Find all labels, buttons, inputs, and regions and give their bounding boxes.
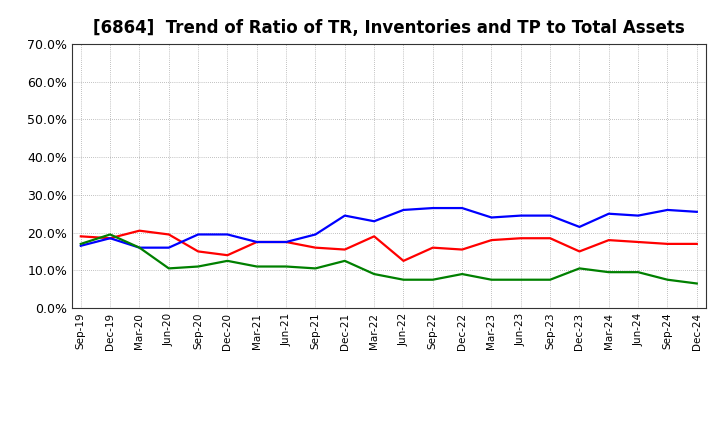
Line: Trade Receivables: Trade Receivables xyxy=(81,231,697,261)
Trade Receivables xyxy=(223,253,232,258)
Trade Payables xyxy=(575,266,584,271)
Trade Payables xyxy=(605,270,613,275)
Trade Payables xyxy=(458,271,467,277)
Inventories xyxy=(663,207,672,213)
Inventories xyxy=(135,245,144,250)
Trade Payables xyxy=(253,264,261,269)
Inventories xyxy=(370,219,379,224)
Trade Payables xyxy=(341,258,349,264)
Trade Payables xyxy=(135,245,144,250)
Inventories xyxy=(341,213,349,218)
Trade Receivables xyxy=(341,247,349,252)
Inventories xyxy=(428,205,437,211)
Trade Receivables xyxy=(605,238,613,243)
Trade Payables xyxy=(487,277,496,282)
Trade Receivables xyxy=(311,245,320,250)
Inventories xyxy=(634,213,642,218)
Trade Receivables xyxy=(575,249,584,254)
Inventories xyxy=(311,232,320,237)
Inventories xyxy=(516,213,525,218)
Trade Receivables xyxy=(458,247,467,252)
Trade Payables xyxy=(106,232,114,237)
Trade Receivables xyxy=(546,235,554,241)
Trade Receivables xyxy=(487,238,496,243)
Line: Trade Payables: Trade Payables xyxy=(81,235,697,283)
Inventories xyxy=(487,215,496,220)
Inventories xyxy=(605,211,613,216)
Trade Receivables xyxy=(253,239,261,245)
Inventories xyxy=(546,213,554,218)
Trade Receivables xyxy=(135,228,144,233)
Trade Receivables xyxy=(370,234,379,239)
Trade Payables xyxy=(164,266,173,271)
Trade Payables xyxy=(311,266,320,271)
Line: Inventories: Inventories xyxy=(81,208,697,248)
Trade Receivables xyxy=(194,249,202,254)
Inventories xyxy=(106,235,114,241)
Inventories xyxy=(575,224,584,230)
Trade Receivables xyxy=(516,235,525,241)
Trade Payables xyxy=(634,270,642,275)
Trade Payables xyxy=(76,241,85,246)
Trade Payables xyxy=(223,258,232,264)
Inventories xyxy=(282,239,290,245)
Trade Receivables xyxy=(164,232,173,237)
Trade Receivables xyxy=(282,239,290,245)
Trade Payables xyxy=(663,277,672,282)
Trade Receivables xyxy=(634,239,642,245)
Trade Payables xyxy=(282,264,290,269)
Inventories xyxy=(693,209,701,214)
Trade Payables xyxy=(516,277,525,282)
Trade Payables xyxy=(194,264,202,269)
Inventories xyxy=(76,243,85,249)
Trade Receivables xyxy=(76,234,85,239)
Inventories xyxy=(458,205,467,211)
Trade Receivables xyxy=(399,258,408,264)
Trade Receivables xyxy=(106,235,114,241)
Title: [6864]  Trend of Ratio of TR, Inventories and TP to Total Assets: [6864] Trend of Ratio of TR, Inventories… xyxy=(93,19,685,37)
Inventories xyxy=(399,207,408,213)
Inventories xyxy=(253,239,261,245)
Inventories xyxy=(223,232,232,237)
Trade Receivables xyxy=(693,241,701,246)
Trade Receivables xyxy=(428,245,437,250)
Trade Payables xyxy=(399,277,408,282)
Trade Payables xyxy=(693,281,701,286)
Trade Receivables xyxy=(663,241,672,246)
Trade Payables xyxy=(546,277,554,282)
Inventories xyxy=(164,245,173,250)
Inventories xyxy=(194,232,202,237)
Trade Payables xyxy=(370,271,379,277)
Trade Payables xyxy=(428,277,437,282)
